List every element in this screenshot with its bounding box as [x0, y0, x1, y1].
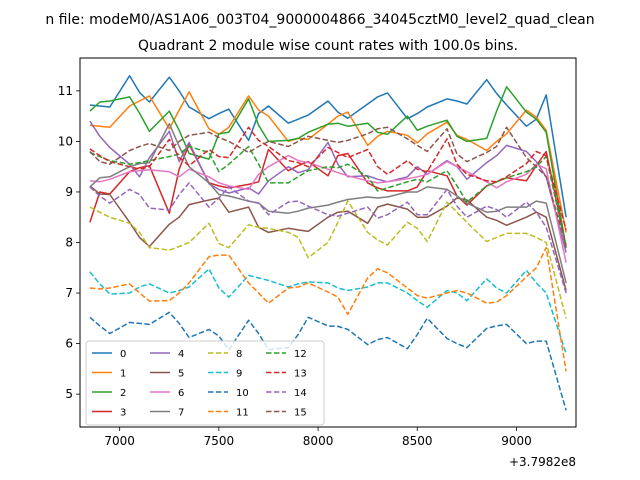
legend-label-7: 7	[178, 408, 184, 419]
series-line-15	[89, 126, 567, 246]
y-tick-label: 8	[65, 236, 73, 250]
series-line-6	[89, 154, 567, 263]
chart-title: Quadrant 2 module wise count rates with …	[138, 38, 518, 54]
y-tick-label: 11	[58, 84, 73, 98]
series-line-7	[89, 122, 567, 284]
legend-label-5: 5	[178, 369, 184, 380]
legend-label-8: 8	[236, 349, 242, 360]
y-tick-label: 5	[65, 387, 73, 401]
series-layer	[89, 74, 567, 411]
series-line-8	[89, 200, 567, 319]
legend-label-11: 11	[236, 408, 249, 419]
x-offset-label: +3.7982e8	[509, 455, 576, 469]
series-line-4	[89, 120, 567, 253]
legend-label-9: 9	[236, 369, 242, 380]
legend-label-6: 6	[178, 388, 184, 399]
series-line-12	[89, 145, 567, 248]
legend-label-10: 10	[236, 388, 249, 399]
series-line-10	[89, 311, 567, 411]
series-line-2	[89, 86, 567, 248]
y-tick-label: 10	[58, 134, 73, 148]
series-line-3	[89, 143, 567, 248]
x-tick-label: 7500	[204, 434, 235, 448]
y-tick-label: 7	[65, 286, 73, 300]
window-title: n file: modeM0/AS1A06_003T04_9000004866_…	[45, 12, 594, 28]
legend-label-14: 14	[294, 388, 307, 399]
y-axis: 5 6 7 8 9 10 11	[58, 84, 80, 401]
x-axis: 7000 7500 8000 8500 9000	[104, 427, 532, 448]
series-line-5	[89, 185, 567, 291]
legend-label-4: 4	[178, 349, 184, 360]
legend-box	[85, 340, 325, 426]
legend-label-3: 3	[120, 408, 126, 419]
series-line-11	[89, 246, 567, 372]
legend-label-13: 13	[294, 369, 307, 380]
series-line-0	[89, 74, 567, 218]
x-tick-label: 7000	[104, 434, 135, 448]
y-tick-label: 6	[65, 337, 73, 351]
series-line-9	[89, 268, 567, 354]
x-tick-label: 8000	[303, 434, 334, 448]
legend-label-0: 0	[120, 349, 126, 360]
legend-label-12: 12	[294, 349, 307, 360]
y-tick-label: 9	[65, 185, 73, 199]
series-line-13	[89, 126, 567, 231]
series-line-14	[89, 182, 567, 294]
legend-label-15: 15	[294, 408, 307, 419]
x-tick-label: 8500	[402, 434, 433, 448]
legend-label-2: 2	[120, 388, 126, 399]
legend-label-1: 1	[120, 369, 126, 380]
x-tick-label: 9000	[501, 434, 532, 448]
